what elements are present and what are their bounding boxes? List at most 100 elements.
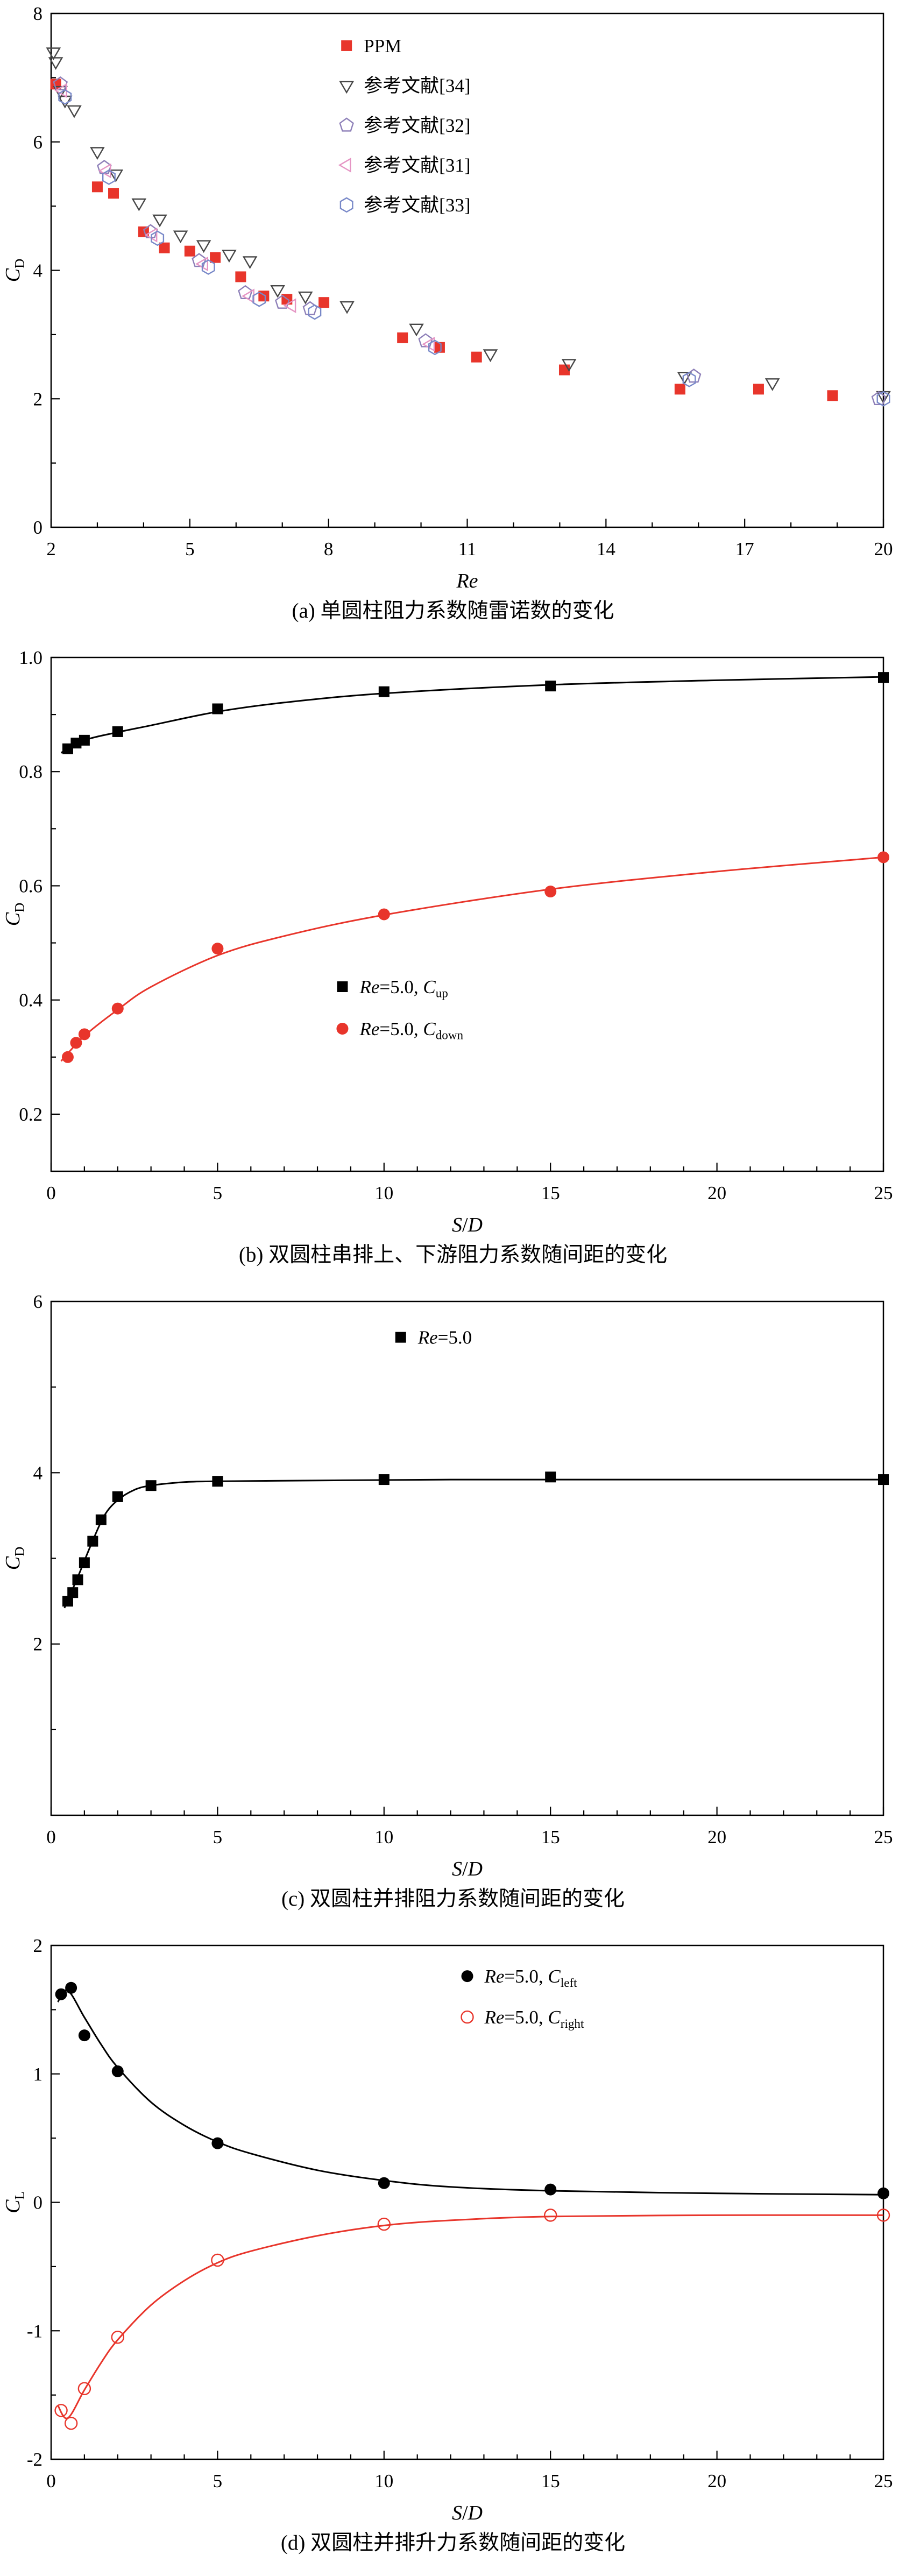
- x-tick-label: 5: [213, 1827, 223, 1848]
- data-point-marker: [78, 2029, 90, 2042]
- data-point-marker: [212, 703, 223, 714]
- legend-item: 参考文献[31]: [338, 155, 470, 176]
- legend-item: Re=5.0, Cleft: [461, 1966, 577, 1990]
- data-point-marker: [242, 256, 258, 269]
- data-point-marker: [318, 297, 330, 308]
- data-point-marker: [397, 332, 408, 343]
- data-point-marker: [561, 359, 577, 372]
- data-point-marker: [418, 333, 433, 348]
- y-tick-label: 4: [33, 260, 43, 281]
- panel-c: 0 5 10 15 20 25 2 4 6 S/D CD Re=5.0 (c) 双圆柱并排阻力系数随间…: [0, 1288, 906, 1932]
- data-point-marker: [483, 349, 498, 363]
- axis-ticks: [50, 1944, 884, 2460]
- caption-d: (d) 双圆柱并排升力系数随间距的变化: [280, 2531, 626, 2554]
- data-point-marker: [544, 886, 557, 898]
- x-tick-label: 11: [458, 539, 477, 560]
- data-point-marker: [79, 734, 90, 746]
- data-point-marker: [196, 240, 211, 253]
- series-points: [46, 47, 891, 407]
- data-point-marker: [682, 372, 696, 387]
- data-point-marker: [173, 230, 188, 244]
- chart-b-tandem-drag-vs-spacing: 0 5 10 15 20 25 0.2 0.4 0.6 0.8 1.0 S/D CD Re=5.0, Cu…: [0, 644, 906, 1241]
- data-point-marker: [877, 2187, 889, 2199]
- y-tick-label: 4: [33, 1462, 43, 1483]
- y-axis-label: CL: [2, 2191, 27, 2213]
- data-point-marker: [878, 1474, 889, 1485]
- y-tick-label: 1: [33, 2064, 43, 2085]
- series-lines: [57, 1989, 884, 2419]
- data-point-marker: [54, 2404, 68, 2417]
- x-tick-labels: 2 5 8 11 14 17 20: [46, 539, 893, 560]
- data-point-marker: [65, 1981, 77, 1994]
- data-point-marker: [308, 304, 322, 320]
- y-tick-label: 0: [33, 2192, 43, 2213]
- data-point-marker: [112, 1491, 123, 1502]
- x-tick-label: 20: [874, 539, 893, 560]
- x-tick-label: 25: [874, 1827, 893, 1848]
- x-tick-label: 0: [46, 1827, 56, 1848]
- x-tick-label: 2: [46, 539, 56, 560]
- y-tick-label: 0: [33, 517, 43, 538]
- legend-label: 参考文献[31]: [364, 155, 470, 176]
- data-point-marker: [871, 391, 887, 405]
- data-point-marker: [145, 1480, 157, 1491]
- data-point-marker: [378, 908, 390, 921]
- x-tick-label: 5: [213, 2471, 223, 2492]
- x-tick-label: 15: [541, 1183, 560, 1204]
- data-point-marker: [70, 1037, 82, 1049]
- data-point-marker: [102, 169, 116, 185]
- series-points: [61, 672, 889, 1063]
- data-point-marker: [111, 2065, 124, 2077]
- data-point-marker: [79, 1557, 90, 1568]
- data-point-marker: [674, 384, 685, 395]
- legend-marker: [461, 2010, 474, 2024]
- caption-a: (a) 单圆柱阻力系数随雷诺数的变化: [292, 599, 614, 622]
- legend-marker: [341, 40, 352, 51]
- data-point-marker: [211, 943, 224, 955]
- data-point-marker: [274, 294, 290, 309]
- x-tick-label: 0: [46, 1183, 56, 1204]
- x-tick-label: 15: [541, 2471, 560, 2492]
- x-tick-label: 10: [374, 2471, 393, 2492]
- data-point-marker: [201, 259, 215, 275]
- y-tick-label: 2: [33, 1935, 43, 1956]
- x-tick-label: 8: [324, 539, 334, 560]
- legend-marker: [337, 981, 348, 992]
- plot-frame: [50, 656, 884, 1172]
- y-tick-label: -1: [27, 2320, 43, 2341]
- panel-d: 0 5 10 15 20 25 -2 -1 0 1 2 S/D CL Re=5.0, Cleft Re=5.…: [0, 1932, 906, 2576]
- data-point-marker: [270, 285, 285, 298]
- data-point-marker: [298, 291, 313, 305]
- chart-a-drag-coefficient-vs-re: 2 5 8 11 14 17 2002468ReCDPPM参考文献[34]参考文献[32]参…: [0, 0, 906, 597]
- x-tick-label: 25: [874, 1183, 893, 1204]
- legend: PPM 参考文献[34] 参考文献[32] 参考文献[31] 参考文献[33]: [338, 36, 470, 216]
- x-tick-label: 5: [213, 1183, 223, 1204]
- plot-frame: [50, 1300, 884, 1816]
- data-point-marker: [765, 378, 780, 391]
- data-point-marker: [827, 390, 838, 401]
- legend-item: 参考文献[33]: [339, 195, 470, 216]
- data-point-marker: [378, 1474, 390, 1485]
- data-point-marker: [238, 285, 253, 299]
- data-point-marker: [95, 1514, 107, 1525]
- data-point-marker: [377, 2217, 391, 2231]
- data-point-marker: [58, 89, 72, 105]
- series-line: [57, 1989, 884, 2196]
- caption-c: (c) 双圆柱并排阻力系数随间距的变化: [281, 1887, 625, 1910]
- y-tick-label: 6: [33, 1291, 43, 1312]
- x-tick-label: 14: [597, 539, 615, 560]
- data-point-marker: [159, 242, 170, 253]
- legend-label: 参考文献[32]: [364, 115, 470, 136]
- x-axis-label: S/D: [452, 1858, 483, 1880]
- data-point-marker: [378, 2177, 390, 2189]
- x-tick-label: 0: [46, 2471, 56, 2492]
- data-point-marker: [192, 253, 207, 267]
- data-point-marker: [111, 1002, 124, 1015]
- data-point-marker: [108, 169, 124, 182]
- data-point-marker: [72, 1574, 83, 1586]
- data-point-marker: [211, 2253, 224, 2267]
- data-point-marker: [152, 214, 167, 228]
- data-point-marker: [877, 851, 889, 864]
